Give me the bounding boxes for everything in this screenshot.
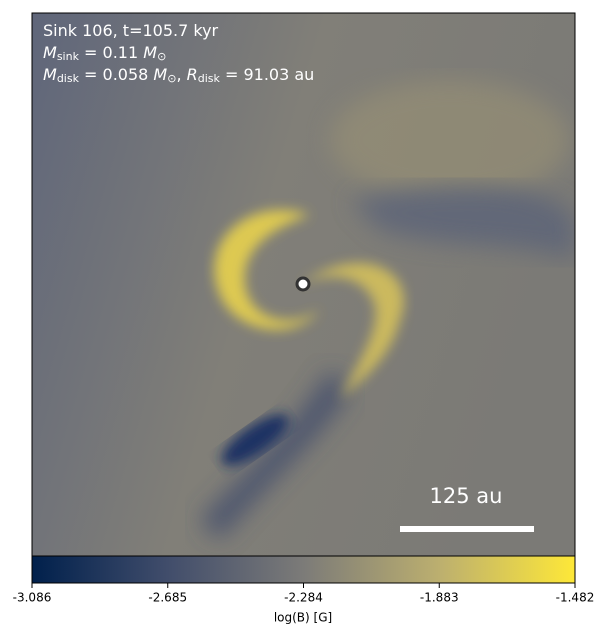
- colorbar-tick-label: -2.685: [148, 591, 187, 605]
- scale-bar-label: 125 au: [430, 484, 503, 508]
- info-text: Sink 106, t=105.7 kyr: [43, 21, 219, 40]
- info-subscript: sink: [57, 50, 80, 63]
- info-subscript: disk: [198, 72, 221, 85]
- colorbar-tick-label: -2.284: [284, 591, 323, 605]
- colorbar: [31, 555, 576, 584]
- info-subscript: ⊙: [167, 72, 176, 85]
- info-block: Sink 106, t=105.7 kyr Msink​ = 0.11 M⊙​Md…: [43, 21, 314, 86]
- colorbar-label: log(B) [G]: [274, 611, 332, 625]
- info-line: Sink 106, t=105.7 kyr: [43, 21, 219, 40]
- info-text: = 0.058: [79, 65, 153, 84]
- info-text: = 0.11: [79, 43, 143, 62]
- info-text: M: [43, 65, 57, 84]
- info-text: R: [187, 65, 198, 84]
- info-text: M: [153, 65, 167, 84]
- info-subscript: ⊙: [157, 50, 166, 63]
- info-subscript: disk: [57, 72, 80, 85]
- info-text: ,: [176, 65, 186, 84]
- sink-marker: [295, 276, 311, 292]
- info-text: M: [143, 43, 157, 62]
- colorbar-tick-label: -1.482: [556, 591, 595, 605]
- info-line: Msink​ = 0.11 M⊙​: [43, 43, 166, 64]
- info-text: M: [43, 43, 57, 62]
- field-image: 125 au: [32, 13, 575, 556]
- colorbar-tick-label: -3.086: [13, 591, 52, 605]
- info-line: Mdisk​ = 0.058 M⊙​, Rdisk​ = 91.03 au: [43, 65, 314, 86]
- info-text: = 91.03 au: [220, 65, 314, 84]
- colorbar-tick-label: -1.883: [420, 591, 459, 605]
